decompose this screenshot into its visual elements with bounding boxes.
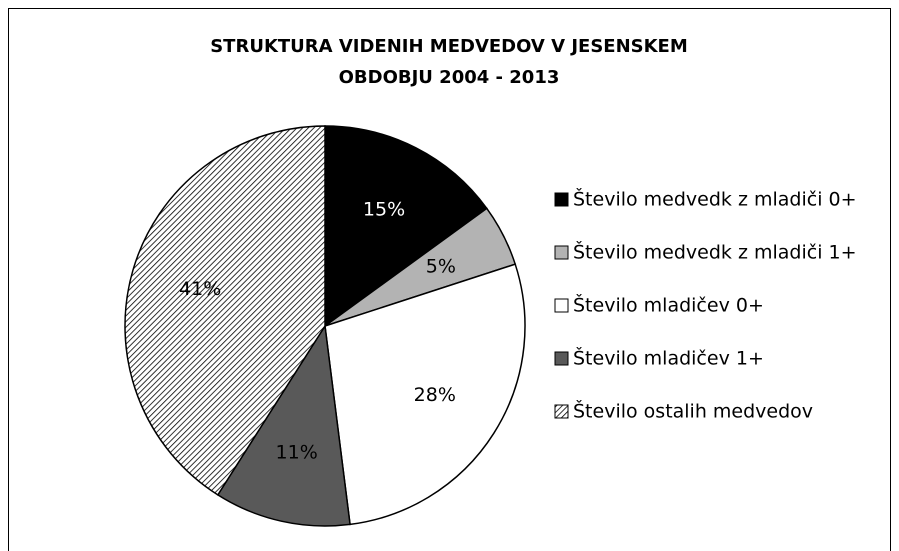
legend-label: Število mladičev 1+ (573, 346, 764, 370)
legend-label: Število medvedk z mladiči 1+ (573, 240, 857, 264)
legend-swatch (554, 404, 569, 419)
legend-swatch (554, 298, 569, 313)
pie-slice (124, 125, 326, 496)
legend-label: Število medvedk z mladiči 0+ (573, 187, 857, 211)
legend-swatch (554, 192, 569, 207)
data-label: 41% (179, 278, 221, 300)
chart-title: STRUKTURA VIDENIH MEDVEDOV V JESENSKEM (210, 36, 688, 57)
legend-label: Število mladičev 0+ (573, 293, 764, 317)
pie-slice (216, 323, 351, 527)
data-label: 28% (414, 384, 456, 406)
data-label: 5% (426, 255, 456, 277)
data-label: 15% (363, 199, 405, 221)
pie-slice (324, 263, 526, 526)
legend-label: Število ostalih medvedov (573, 399, 813, 423)
legend-swatch (554, 351, 569, 366)
data-label: 11% (276, 441, 318, 463)
legend-swatch (554, 245, 569, 260)
chart-title: OBDOBJU 2004 - 2013 (339, 67, 560, 88)
pie-slice (324, 125, 488, 328)
